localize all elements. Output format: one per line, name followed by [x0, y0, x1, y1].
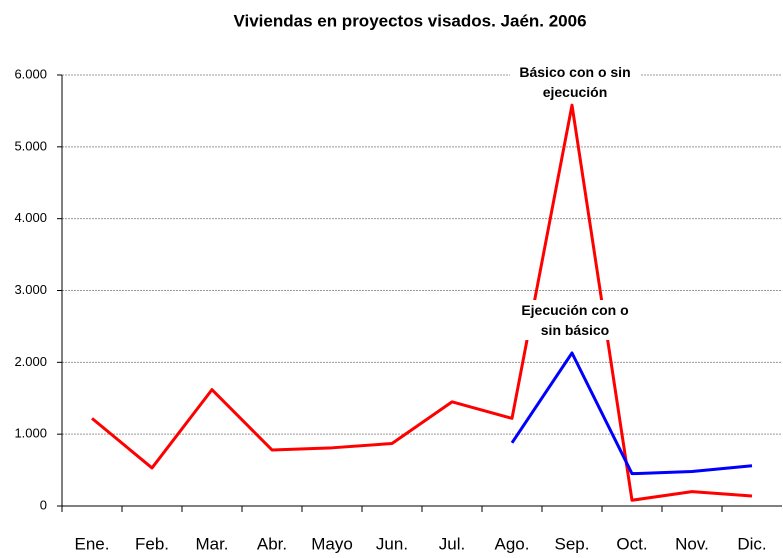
series-line [510, 351, 753, 476]
y-tick-label: 3.000 [14, 282, 47, 297]
y-tick-label: 4.000 [14, 210, 47, 225]
y-tick-label: 2.000 [14, 354, 47, 369]
x-tick-label: Sep. [555, 534, 590, 553]
series-label: Básico con o sin ejecución [510, 62, 640, 102]
x-tick-label: Feb. [135, 534, 169, 553]
x-tick-label: Oct. [616, 534, 647, 553]
x-tick-label: Abr. [257, 534, 287, 553]
y-tick-label: 5.000 [14, 138, 47, 153]
x-tick-label: Mayo [311, 534, 353, 553]
series-label: Ejecución con o sin básico [510, 300, 640, 340]
x-tick-label: Ene. [75, 534, 110, 553]
y-tick-label: 6.000 [14, 66, 47, 81]
x-tick-label: Dic. [737, 534, 766, 553]
x-tick-label: Ago. [495, 534, 530, 553]
x-tick-label: Jul. [439, 534, 465, 553]
chart-title: Viviendas en proyectos visados. Jaén. 20… [233, 11, 586, 30]
series-line [91, 103, 753, 502]
x-tick-label: Mar. [195, 534, 228, 553]
x-tick-label: Jun. [376, 534, 408, 553]
y-tick-label: 0 [40, 497, 47, 512]
y-tick-label: 1.000 [14, 426, 47, 441]
x-tick-label: Nov. [675, 534, 709, 553]
